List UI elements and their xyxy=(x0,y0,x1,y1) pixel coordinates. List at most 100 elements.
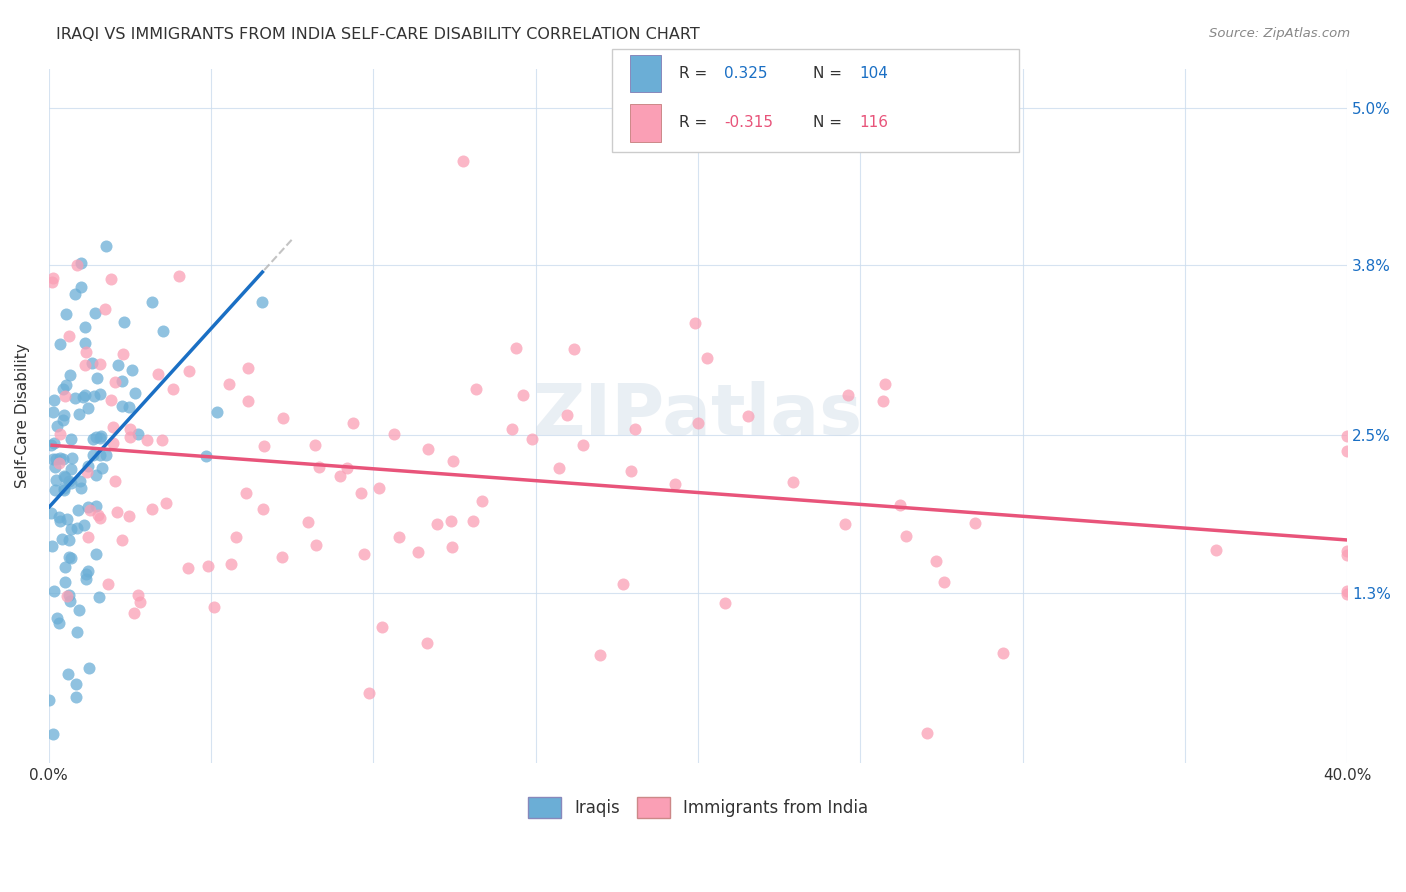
Point xyxy=(42,436,65,450)
Point xyxy=(1205,543,1227,558)
Point xyxy=(441,541,464,555)
Point xyxy=(104,375,127,389)
Point xyxy=(197,558,219,573)
Point xyxy=(271,411,294,425)
Point xyxy=(111,374,134,388)
Point xyxy=(991,646,1014,660)
Point xyxy=(121,363,143,377)
Point xyxy=(202,600,225,615)
Point xyxy=(1336,584,1358,599)
Point xyxy=(555,409,578,423)
Point xyxy=(122,606,145,620)
Point xyxy=(129,595,152,609)
Point xyxy=(136,433,159,447)
Point xyxy=(44,584,66,599)
Point xyxy=(53,482,76,496)
Point xyxy=(55,470,77,484)
Point xyxy=(42,270,65,285)
Text: Source: ZipAtlas.com: Source: ZipAtlas.com xyxy=(1209,27,1350,40)
Point xyxy=(84,467,107,482)
Point xyxy=(218,376,240,391)
Point xyxy=(714,596,737,610)
Point xyxy=(45,418,67,433)
Point xyxy=(49,451,72,466)
Text: N =: N = xyxy=(813,66,846,81)
Point xyxy=(73,336,96,351)
Point xyxy=(612,577,634,591)
Point xyxy=(76,530,98,544)
Point xyxy=(52,408,75,422)
Point xyxy=(463,514,485,528)
Point xyxy=(79,503,101,517)
Point xyxy=(623,422,645,436)
Point xyxy=(91,461,114,475)
Point xyxy=(45,452,67,467)
Point xyxy=(65,690,87,704)
Point xyxy=(683,316,706,330)
Point xyxy=(53,389,76,403)
Point xyxy=(464,382,486,396)
Point xyxy=(77,565,100,579)
Point xyxy=(67,407,90,421)
Point xyxy=(60,451,83,466)
Point xyxy=(66,624,89,639)
Point xyxy=(82,449,104,463)
Point xyxy=(305,538,328,552)
Point xyxy=(75,344,97,359)
Point xyxy=(440,515,463,529)
Point xyxy=(1336,587,1358,601)
Point xyxy=(65,677,87,691)
Point xyxy=(44,460,66,475)
Point xyxy=(73,518,96,533)
Point xyxy=(107,358,129,372)
Point xyxy=(58,588,80,602)
Point xyxy=(52,469,75,483)
Point xyxy=(1336,548,1358,562)
Point xyxy=(41,539,63,553)
Point xyxy=(42,727,65,741)
Point xyxy=(141,294,163,309)
Point xyxy=(252,295,274,310)
Point xyxy=(416,442,439,457)
Point xyxy=(520,432,543,446)
Text: 116: 116 xyxy=(859,115,889,130)
Point xyxy=(270,549,292,564)
Point xyxy=(94,239,117,253)
Point xyxy=(441,454,464,468)
Point xyxy=(89,591,111,605)
Point xyxy=(120,422,142,436)
Point xyxy=(59,475,82,490)
Point xyxy=(82,432,104,446)
Text: IRAQI VS IMMIGRANTS FROM INDIA SELF-CARE DISABILITY CORRELATION CHART: IRAQI VS IMMIGRANTS FROM INDIA SELF-CARE… xyxy=(56,27,700,42)
Point xyxy=(225,530,247,544)
Point xyxy=(58,533,80,547)
Point xyxy=(59,432,82,446)
Point xyxy=(152,433,174,447)
Point xyxy=(51,532,73,546)
Point xyxy=(100,272,122,286)
Point xyxy=(58,474,80,488)
Point xyxy=(547,461,569,475)
Point xyxy=(406,545,429,559)
Point xyxy=(94,448,117,462)
Point xyxy=(342,416,364,430)
Point xyxy=(58,329,80,343)
Point xyxy=(336,460,359,475)
Point xyxy=(1336,543,1358,558)
Point xyxy=(72,391,94,405)
Point xyxy=(59,550,82,565)
Point xyxy=(59,368,82,382)
Point xyxy=(69,256,91,270)
Point xyxy=(221,557,243,571)
Point xyxy=(127,588,149,602)
Point xyxy=(83,388,105,402)
Point xyxy=(368,481,391,495)
Point xyxy=(84,430,107,444)
Point xyxy=(146,367,169,381)
Point xyxy=(737,409,759,424)
Point xyxy=(86,371,108,385)
Point xyxy=(53,483,76,497)
Point xyxy=(86,508,108,523)
Point xyxy=(112,316,135,330)
Point xyxy=(872,394,894,409)
